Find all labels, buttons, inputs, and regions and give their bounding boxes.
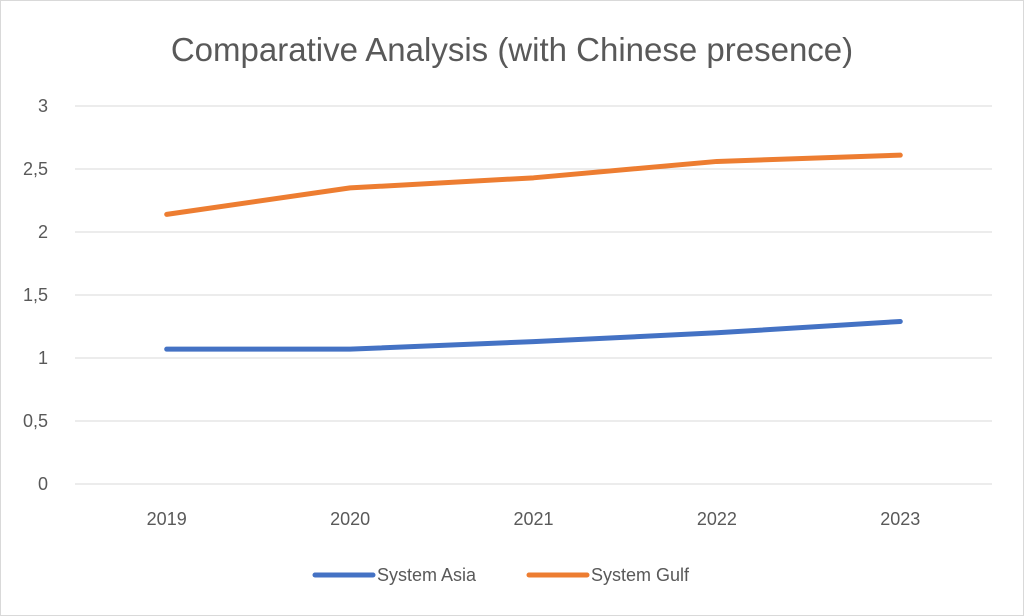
x-tick-label: 2022 — [697, 509, 737, 529]
x-tick-label: 2019 — [147, 509, 187, 529]
y-tick-label: 1,5 — [23, 285, 48, 305]
series-line-system-gulf — [164, 152, 903, 217]
x-tick-label: 2023 — [880, 509, 920, 529]
x-tick-label: 2020 — [330, 509, 370, 529]
y-tick-label: 2,5 — [23, 159, 48, 179]
legend-label: System Asia — [377, 565, 477, 585]
y-tick-label: 1 — [38, 348, 48, 368]
y-tick-label: 0,5 — [23, 411, 48, 431]
y-tick-label: 3 — [38, 96, 48, 116]
legend-label: System Gulf — [591, 565, 690, 585]
y-tick-label: 0 — [38, 474, 48, 494]
series-line-system-asia — [164, 318, 903, 352]
y-tick-label: 2 — [38, 222, 48, 242]
x-tick-label: 2021 — [513, 509, 553, 529]
chart-title: Comparative Analysis (with Chinese prese… — [171, 31, 853, 68]
